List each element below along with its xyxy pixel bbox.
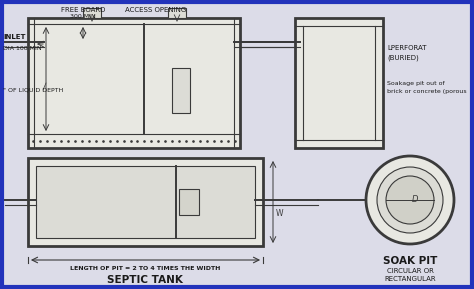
Circle shape xyxy=(377,167,443,233)
Text: LPERFORAT: LPERFORAT xyxy=(387,45,427,51)
Bar xyxy=(83,8,101,18)
Text: (BURIED): (BURIED) xyxy=(387,55,419,61)
Text: FREE BOARD: FREE BOARD xyxy=(61,7,105,13)
Text: SOAK PIT: SOAK PIT xyxy=(383,256,437,266)
Text: SEPTIC TANK: SEPTIC TANK xyxy=(107,275,183,285)
Bar xyxy=(28,158,263,246)
Bar xyxy=(168,8,186,18)
Bar xyxy=(28,18,240,148)
Circle shape xyxy=(386,176,434,224)
Text: " OF LIQUID DEPTH: " OF LIQUID DEPTH xyxy=(3,88,63,92)
Circle shape xyxy=(366,156,454,244)
Text: ACCESS OPENING: ACCESS OPENING xyxy=(125,7,186,13)
Text: Soakage pit out of: Soakage pit out of xyxy=(387,81,445,86)
Bar xyxy=(172,68,190,113)
Text: CIRCULAR OR: CIRCULAR OR xyxy=(387,268,433,274)
Text: LENGTH OF PIT = 2 TO 4 TIMES THE WIDTH: LENGTH OF PIT = 2 TO 4 TIMES THE WIDTH xyxy=(70,266,220,271)
Text: D: D xyxy=(412,195,418,205)
Text: brick or concrete (porous: brick or concrete (porous xyxy=(387,90,466,95)
Text: INLET: INLET xyxy=(3,34,26,40)
Bar xyxy=(36,166,255,238)
Bar xyxy=(179,189,199,215)
Bar xyxy=(295,18,383,148)
Text: W: W xyxy=(276,210,283,218)
Text: DIA 100 MIN: DIA 100 MIN xyxy=(3,46,42,51)
Text: RECTANGULAR: RECTANGULAR xyxy=(384,276,436,282)
Text: 300 MIN: 300 MIN xyxy=(70,14,96,19)
